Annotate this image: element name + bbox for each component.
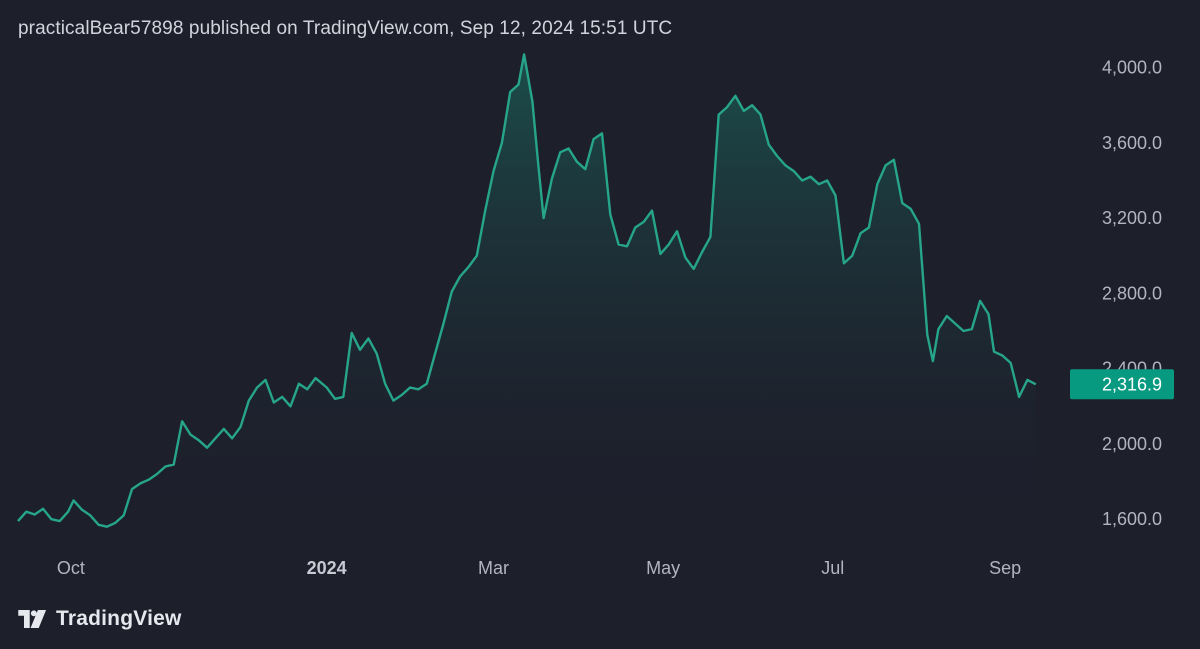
x-tick-label: Mar: [478, 558, 509, 578]
tradingview-logo-icon: [18, 610, 47, 628]
price-line[interactable]: [17, 53, 1037, 528]
last-price-badge: 2,316.9: [1070, 369, 1174, 400]
x-tick-label: May: [646, 558, 680, 578]
y-tick-label: 3,200.0: [1102, 208, 1162, 228]
y-tick-label: 1,600.0: [1102, 509, 1162, 529]
tradingview-wordmark: TradingView: [56, 607, 182, 630]
price-axis[interactable]: 1,600.02,000.02,400.02,800.03,200.03,600…: [1102, 58, 1162, 530]
x-tick-label: Oct: [57, 558, 85, 578]
price-area-fill: [18, 54, 1036, 539]
y-tick-label: 2,000.0: [1102, 434, 1162, 454]
x-tick-label: Sep: [989, 558, 1021, 578]
last-price-badge-bg: [1070, 369, 1174, 400]
y-tick-label: 2,800.0: [1102, 283, 1162, 303]
last-price-label: 2,316.9: [1102, 374, 1162, 394]
x-tick-label: 2024: [307, 558, 347, 578]
time-axis[interactable]: Oct 2024 Mar May Jul Sep: [57, 558, 1021, 578]
x-tick-label: Jul: [821, 558, 844, 578]
y-tick-label: 3,600.0: [1102, 133, 1162, 153]
publisher-caption: practicalBear57898 published on TradingV…: [18, 18, 673, 39]
tradingview-logo[interactable]: TradingView: [18, 607, 182, 631]
y-tick-label: 4,000.0: [1102, 58, 1162, 78]
